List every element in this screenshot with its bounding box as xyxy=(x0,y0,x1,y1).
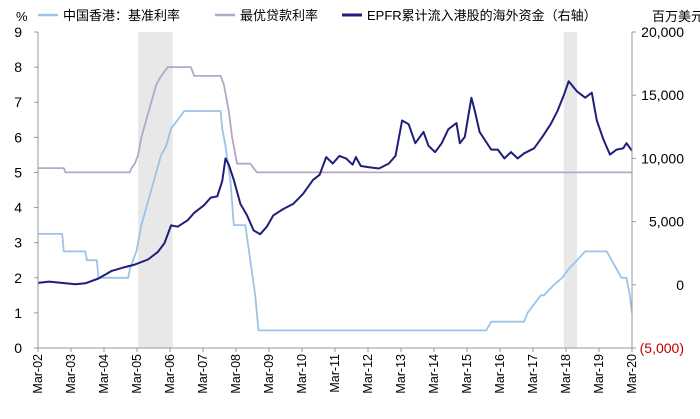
left-tick-label: 2 xyxy=(14,270,22,286)
x-tick-label: Mar-15 xyxy=(460,354,474,394)
left-tick-label: 5 xyxy=(14,164,22,180)
left-tick-label: 4 xyxy=(14,200,22,216)
legend-label: EPFR累计流入港股的海外资金（右轴） xyxy=(367,8,597,23)
left-tick-label: 1 xyxy=(14,305,22,321)
x-tick-label: Mar-13 xyxy=(394,354,408,394)
series-line-2 xyxy=(38,66,632,174)
shaded-periods xyxy=(138,32,577,348)
legend-label: 最优贷款利率 xyxy=(240,8,318,23)
x-tick-label: Mar-07 xyxy=(196,354,210,394)
left-tick-label: 0 xyxy=(14,340,22,356)
left-tick-label: 3 xyxy=(14,235,22,251)
left-tick-label: 7 xyxy=(14,94,22,110)
x-tick-label: Mar-06 xyxy=(163,354,177,394)
right-tick-label: 20,000 xyxy=(641,24,684,40)
right-tick-label: 0 xyxy=(676,277,684,293)
x-tick-label: Mar-19 xyxy=(592,354,606,394)
series-line-1 xyxy=(38,110,633,332)
right-tick-label: 15,000 xyxy=(641,87,684,103)
x-tick-label: Mar-16 xyxy=(493,354,507,394)
x-tick-label: Mar-20 xyxy=(625,354,639,394)
x-tick-label: Mar-05 xyxy=(130,354,144,394)
x-tick-label: Mar-11 xyxy=(328,354,342,393)
right-axis-unit: 百万美元 xyxy=(652,9,700,24)
x-axis-ticks: Mar-02 Mar-03 Mar-04 Mar-05 Mar-06 Mar-07 Mar-… xyxy=(31,348,639,394)
left-tick-label: 6 xyxy=(14,129,22,145)
x-tick-label: Mar-09 xyxy=(262,354,276,394)
x-tick-label: Mar-17 xyxy=(526,354,540,394)
legend-label: 中国香港：基准利率 xyxy=(63,8,180,23)
left-tick-label: 8 xyxy=(14,59,22,75)
shaded-period xyxy=(138,32,173,348)
x-tick-label: Mar-18 xyxy=(559,354,573,394)
left-axis-ticks: 0 1 2 3 4 5 6 7 8 9 xyxy=(14,24,38,356)
x-tick-label: Mar-10 xyxy=(295,354,309,394)
x-tick-label: Mar-03 xyxy=(64,354,78,394)
legend: 中国香港：基准利率 最优贷款利率 EPFR累计流入港股的海外资金（右轴） xyxy=(38,8,597,23)
shaded-period xyxy=(563,32,577,348)
x-tick-label: Mar-12 xyxy=(361,354,375,394)
left-tick-label: 9 xyxy=(14,24,22,40)
x-tick-label: Mar-08 xyxy=(229,354,243,394)
right-axis-ticks: (5,000) 0 5,000 10,000 15,000 20,000 xyxy=(632,24,684,356)
series-line-3 xyxy=(37,80,633,286)
right-tick-label: (5,000) xyxy=(640,340,684,356)
left-axis-unit: % xyxy=(16,9,28,24)
axes xyxy=(37,32,633,349)
right-tick-label: 5,000 xyxy=(649,214,684,230)
right-tick-label: 10,000 xyxy=(641,150,684,166)
x-tick-label: Mar-02 xyxy=(31,354,45,394)
x-tick-label: Mar-04 xyxy=(97,354,111,394)
x-tick-label: Mar-14 xyxy=(427,354,441,394)
series-layer xyxy=(37,66,633,332)
